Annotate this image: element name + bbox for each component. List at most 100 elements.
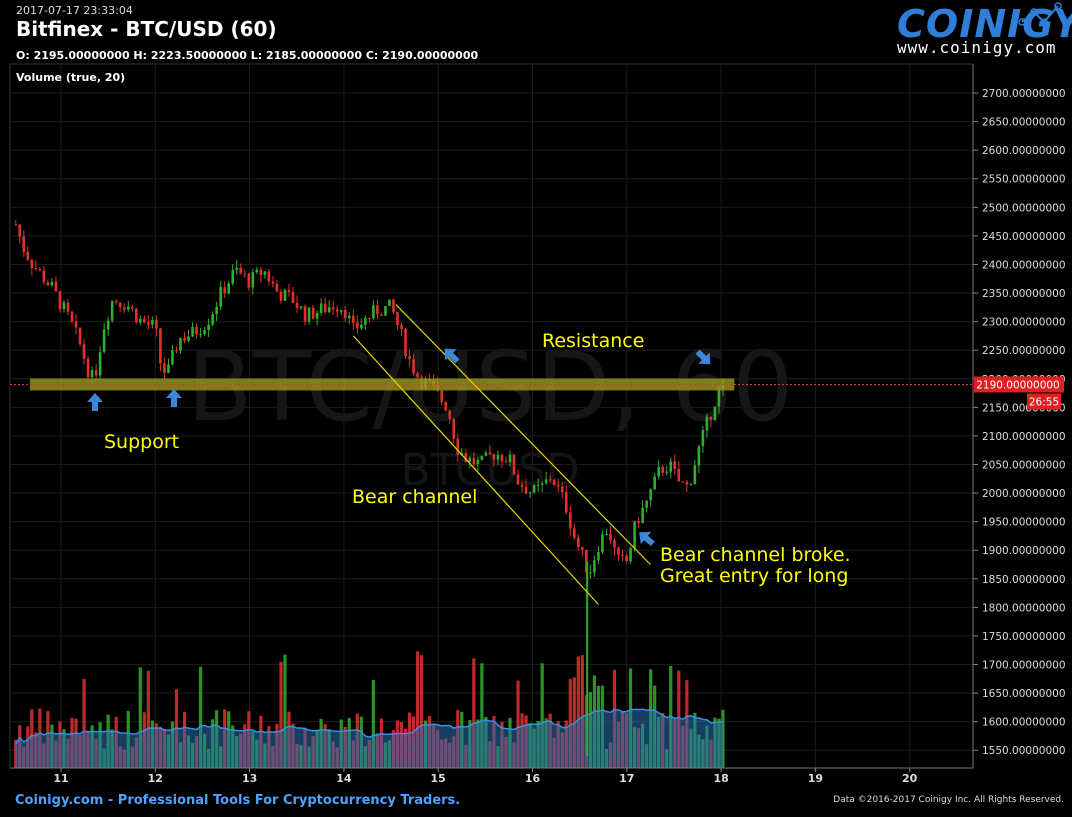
candle-body bbox=[323, 303, 327, 313]
volume-bar bbox=[472, 658, 476, 768]
candle-body bbox=[195, 326, 198, 335]
candle-body bbox=[701, 430, 705, 447]
candle-body bbox=[26, 251, 30, 260]
candle-body bbox=[697, 446, 701, 466]
candle-body bbox=[74, 321, 78, 328]
candle-body bbox=[46, 282, 50, 286]
chart-title: Bitfinex - BTC/USD (60) bbox=[16, 17, 277, 41]
candle-body bbox=[448, 410, 452, 419]
candle-body bbox=[705, 416, 709, 431]
candle-body bbox=[508, 454, 512, 463]
candle-body bbox=[645, 500, 648, 508]
candle-body bbox=[368, 318, 371, 320]
candle-body bbox=[147, 322, 150, 325]
x-tick-label: 13 bbox=[242, 772, 257, 785]
x-tick-label: 17 bbox=[619, 772, 634, 785]
candle-body bbox=[400, 324, 403, 329]
candle-body bbox=[717, 388, 721, 407]
y-tick-label: 1800.00000000 bbox=[982, 602, 1066, 614]
candle-body bbox=[524, 486, 528, 494]
candle-body bbox=[416, 373, 419, 378]
arrow-shape bbox=[166, 389, 182, 407]
candle-body bbox=[532, 485, 536, 493]
candle-body bbox=[500, 454, 504, 462]
volume-bar bbox=[576, 656, 580, 768]
y-tick-label: 2250.00000000 bbox=[982, 345, 1066, 357]
candle-body bbox=[376, 305, 379, 315]
volume-indicator-label[interactable]: Volume (true, 20) bbox=[16, 71, 126, 84]
y-tick-label: 2600.00000000 bbox=[982, 145, 1066, 157]
candle-body bbox=[560, 486, 564, 493]
candle-body bbox=[472, 457, 476, 465]
price-tag-bg bbox=[974, 376, 1064, 393]
candle-body bbox=[601, 534, 604, 553]
candle-body bbox=[629, 548, 632, 562]
candle-body bbox=[183, 337, 186, 341]
candle-body bbox=[689, 484, 693, 486]
candle-body bbox=[396, 312, 399, 325]
candle-body bbox=[388, 299, 391, 306]
candle-body bbox=[412, 359, 415, 374]
candle-body bbox=[343, 309, 347, 319]
volume-ma-line bbox=[15, 708, 724, 745]
candle-body bbox=[693, 465, 697, 485]
candle-body bbox=[577, 537, 580, 548]
candle-body bbox=[585, 549, 588, 573]
candle-body bbox=[199, 333, 202, 335]
candle-body bbox=[283, 289, 287, 301]
candle-body bbox=[267, 271, 271, 282]
volume-bar bbox=[415, 651, 420, 768]
candle-body bbox=[444, 402, 448, 411]
candle-body bbox=[243, 273, 247, 275]
candle-body bbox=[34, 267, 38, 270]
candle-body bbox=[62, 302, 66, 310]
candle-body bbox=[235, 267, 239, 270]
volume-bar bbox=[420, 655, 424, 768]
candle-body bbox=[299, 306, 303, 309]
candle-body bbox=[70, 311, 74, 322]
candle-body bbox=[568, 512, 572, 529]
x-tick-label: 18 bbox=[713, 772, 728, 785]
y-tick-label: 1550.00000000 bbox=[982, 745, 1066, 757]
candle-body bbox=[641, 507, 644, 523]
candle-body bbox=[30, 259, 34, 268]
candle-body bbox=[488, 452, 492, 455]
candle-body bbox=[408, 356, 411, 360]
candle-body bbox=[319, 303, 323, 313]
candle-body bbox=[38, 269, 42, 271]
x-tick-label: 12 bbox=[148, 772, 163, 785]
candle-body bbox=[617, 547, 620, 555]
footer-tagline[interactable]: Coinigy.com - Professional Tools For Cry… bbox=[15, 793, 461, 808]
candle-body bbox=[251, 272, 255, 288]
volume-bar bbox=[82, 678, 86, 768]
y-tick-label: 1950.00000000 bbox=[982, 517, 1066, 529]
candle-body bbox=[263, 271, 267, 275]
time-axis: 11 12 13 14 15 16 17 18 19 20 bbox=[10, 767, 973, 785]
candle-body bbox=[552, 479, 556, 485]
candle-body bbox=[484, 452, 488, 456]
y-tick-label: 2400.00000000 bbox=[982, 259, 1066, 271]
y-tick-label: 1900.00000000 bbox=[982, 545, 1066, 557]
price-axis: 2700.00000000 2650.00000000 2600.00000000 2… bbox=[972, 2, 1066, 768]
logo-dot bbox=[1054, 2, 1062, 10]
logo-dot bbox=[1030, 8, 1038, 16]
candle-body bbox=[143, 318, 146, 323]
bear-channel-label: Bear channel bbox=[352, 486, 478, 508]
candle-body bbox=[372, 305, 375, 319]
volume-bars bbox=[14, 651, 725, 768]
candle-body bbox=[247, 273, 251, 288]
candle-body bbox=[175, 350, 178, 352]
candle-body bbox=[295, 302, 299, 309]
candle-body bbox=[581, 547, 584, 550]
y-tick-label: 2050.00000000 bbox=[982, 459, 1066, 471]
candle-body bbox=[520, 484, 524, 487]
y-tick-label: 2300.00000000 bbox=[982, 317, 1066, 329]
y-tick-label: 1850.00000000 bbox=[982, 574, 1066, 586]
candle-body bbox=[456, 438, 460, 455]
volume-ma-area bbox=[15, 709, 723, 768]
candle-body bbox=[327, 307, 331, 313]
candle-body bbox=[709, 416, 713, 420]
x-tick-label: 16 bbox=[525, 772, 541, 785]
candle-body bbox=[468, 457, 472, 462]
